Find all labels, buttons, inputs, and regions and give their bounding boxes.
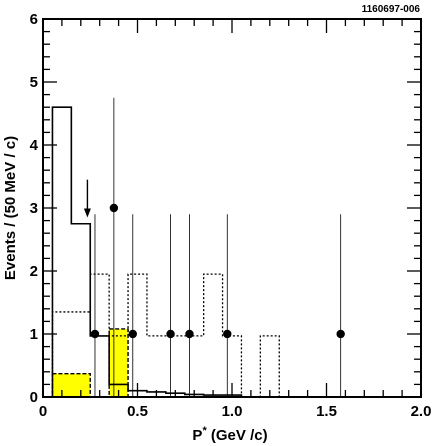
shaded-bins-layer [51, 328, 129, 398]
axis-titles-layer: P* (GeV /c) Events / (50 MeV / c) [2, 136, 268, 444]
data-point-5 [223, 329, 232, 339]
solid-histogram-line [51, 106, 243, 397]
y-tick-label-1: 1 [30, 326, 38, 343]
y-tick-label-3: 3 [30, 200, 38, 217]
y-tick-label-6: 6 [30, 11, 38, 28]
x-tick-label-3: 1.5 [316, 403, 337, 420]
y-axis-title: Events / (50 MeV / c) [2, 136, 19, 280]
x-axis-title: P* (GeV /c) [192, 425, 267, 444]
figure-id: 1160697-006 [362, 4, 421, 15]
x-axis-title-superscript: * [202, 425, 207, 437]
shaded-bin-1 [108, 328, 129, 398]
x-tick-label-4: 2.0 [411, 403, 432, 420]
plot-frame-layer [42, 18, 422, 398]
data-point-3 [166, 329, 175, 339]
x-axis-title-main: P [192, 427, 202, 444]
data-points-layer [90, 97, 345, 397]
data-point-2 [128, 329, 137, 339]
x-tick-label-1: 0.5 [127, 403, 148, 420]
y-tick-label-4: 4 [30, 137, 39, 154]
x-axis-title-unit: (GeV /c) [207, 427, 268, 444]
tick-marks-layer [42, 18, 422, 398]
data-point-0 [90, 329, 100, 339]
data-point-4 [185, 329, 194, 339]
plot-frame [42, 18, 422, 398]
data-point-6 [336, 329, 345, 339]
annotations-layer [83, 179, 91, 218]
data-point-1 [109, 203, 119, 213]
y-tick-label-0: 0 [30, 389, 38, 406]
y-tick-label-2: 2 [30, 263, 38, 280]
shaded-bin-0 [51, 372, 91, 398]
x-tick-label-0: 0 [39, 403, 47, 420]
y-tick-label-5: 5 [30, 74, 38, 91]
arrow-annotation-head [83, 208, 91, 218]
tick-labels-layer: 0 0.5 1.0 1.5 2.0 0 1 2 3 4 5 6 [30, 11, 432, 420]
solid-histogram-layer [51, 106, 243, 397]
x-tick-label-2: 1.0 [222, 403, 243, 420]
